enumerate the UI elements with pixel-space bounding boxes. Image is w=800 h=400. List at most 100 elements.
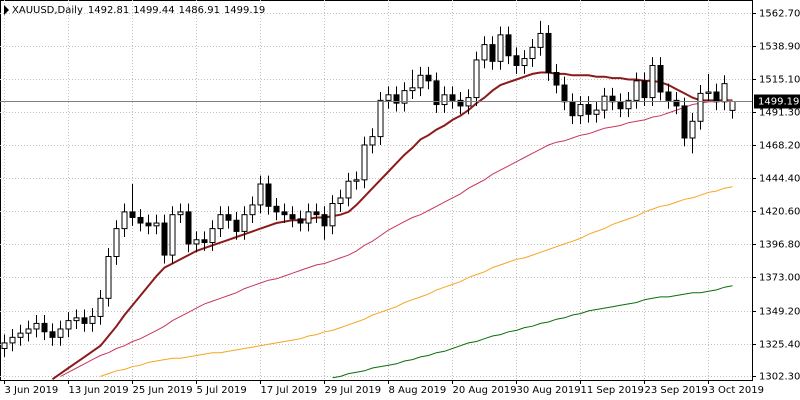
candle-body — [361, 144, 368, 181]
candle-body — [249, 204, 256, 216]
candle-body — [625, 99, 632, 110]
open-value: 1492.81 — [88, 5, 129, 16]
candle-body — [721, 83, 728, 103]
candle-body — [449, 94, 456, 101]
candle-body — [377, 99, 384, 138]
x-tick-label: 11 Sep 2019 — [581, 385, 644, 396]
candle-body — [521, 58, 528, 67]
candle-body — [713, 91, 720, 103]
candle-body — [9, 336, 16, 344]
candle-body — [217, 214, 224, 230]
moving-average-line — [60, 99, 733, 377]
candle-body — [409, 87, 416, 92]
candle-body — [1, 342, 8, 349]
candle-body — [73, 317, 80, 322]
candle-body — [481, 44, 488, 61]
candle-body — [161, 222, 168, 256]
candle-body — [137, 216, 144, 224]
candle-body — [577, 104, 584, 117]
candle-body — [497, 34, 504, 62]
candle-body — [121, 211, 128, 230]
last-price-label: 1499.19 — [758, 97, 799, 108]
y-tick-label: 1562.70 — [759, 9, 800, 20]
candle-body — [617, 101, 624, 110]
x-tick-label: 17 Jul 2019 — [261, 385, 318, 396]
candle-body — [113, 228, 120, 257]
symbol: XAUUSD,Daily — [12, 5, 83, 16]
candle-body — [329, 203, 336, 227]
candle-body — [105, 255, 112, 299]
candle-body — [433, 80, 440, 106]
candle-body — [705, 91, 712, 94]
moving-average-line — [332, 285, 733, 379]
candle-body — [545, 32, 552, 73]
y-tick-label: 1373.00 — [759, 273, 800, 284]
candle-body — [321, 214, 328, 227]
header-icon — [4, 5, 9, 15]
x-tick-label: 23 Sep 2019 — [645, 385, 708, 396]
x-tick-label: 3 Oct 2019 — [709, 385, 764, 396]
header-text: XAUUSD,Daily 1492.81 1499.44 1486.91 1499.19 — [12, 5, 265, 16]
candle-body — [553, 71, 560, 86]
candle-body — [209, 228, 216, 244]
candle-body — [473, 59, 480, 99]
candle-body — [225, 214, 232, 221]
candle-body — [665, 91, 672, 101]
candle-body — [233, 219, 240, 232]
candle-body — [129, 211, 136, 218]
candle-body — [17, 332, 24, 338]
candle-body — [25, 328, 32, 334]
low-value: 1486.91 — [179, 5, 220, 16]
candle-body — [169, 214, 176, 256]
candle-body — [305, 211, 312, 224]
y-tick-label: 1468.20 — [759, 141, 800, 152]
candle-body — [369, 136, 376, 146]
close-value: 1499.19 — [224, 5, 265, 16]
candle-body — [697, 92, 704, 122]
candle-body — [97, 297, 104, 317]
candle-body — [57, 328, 64, 338]
candle-body — [153, 222, 160, 227]
y-tick-label: 1325.40 — [759, 340, 800, 351]
candle-body — [185, 211, 192, 245]
candle-body — [297, 218, 304, 224]
candle-body — [49, 331, 56, 338]
candle-body — [257, 183, 264, 206]
x-tick-label: 30 Aug 2019 — [517, 385, 581, 396]
x-tick-label: 8 Aug 2019 — [389, 385, 447, 396]
candle-body — [633, 80, 640, 101]
candle-body — [345, 180, 352, 199]
candle-body — [457, 99, 464, 107]
candle-body — [681, 105, 688, 139]
candle-body — [529, 46, 536, 60]
candle-body — [609, 95, 616, 103]
y-tick-label: 1444.40 — [759, 174, 800, 185]
candle-body — [569, 101, 576, 117]
candle-body — [657, 65, 664, 93]
candle-body — [593, 109, 600, 115]
candle-body — [649, 65, 656, 99]
x-tick-label: 3 Jun 2019 — [5, 385, 59, 396]
y-tick-label: 1349.20 — [759, 307, 800, 318]
candle-body — [513, 55, 520, 67]
x-tick-label: 20 Aug 2019 — [453, 385, 517, 396]
candle-body — [33, 322, 40, 330]
x-tick-label: 5 Jul 2019 — [197, 385, 247, 396]
candle-body — [281, 211, 288, 216]
moving-average-line — [51, 71, 733, 380]
candle-body — [353, 179, 360, 182]
last-price-box — [754, 94, 800, 109]
candle-body — [441, 94, 448, 106]
candle-body — [641, 80, 648, 99]
candle-body — [385, 94, 392, 101]
x-tick-label: 25 Jun 2019 — [133, 385, 193, 396]
moving-average-line — [100, 186, 733, 377]
candle-body — [561, 84, 568, 103]
candle-body — [505, 34, 512, 57]
candle-body — [337, 197, 344, 205]
candle-body — [313, 211, 320, 216]
candle-body — [273, 205, 280, 213]
y-tick-label: 1396.80 — [759, 240, 800, 251]
candle-body — [393, 94, 400, 104]
